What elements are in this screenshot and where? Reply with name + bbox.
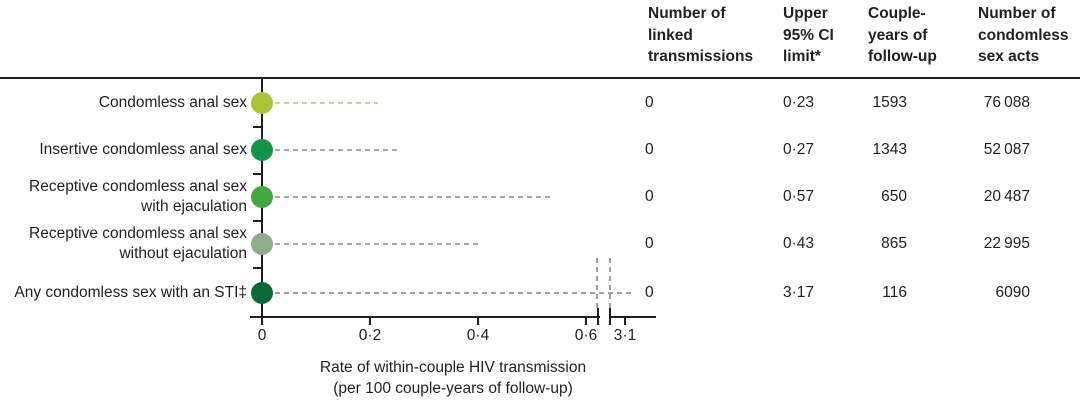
cell-upper-ci: 3·17: [783, 284, 815, 301]
column-header-upper-ci: Upper 95% CI limit*: [783, 5, 834, 65]
cell-linked-transmissions: 0: [645, 188, 654, 205]
category-label: Receptive condomless anal sex with ejacu…: [29, 178, 247, 215]
header-divider-rule: [0, 77, 1080, 79]
column-header-sex-acts: Number of condomless sex acts: [978, 5, 1069, 65]
data-point-dot: [251, 233, 273, 255]
column-header-couple-years: Couple- years of follow-up: [868, 5, 937, 65]
cell-couple-years: 1593: [872, 94, 907, 111]
x-axis-tick-label: 3·1: [613, 327, 637, 344]
x-axis-title-line2: (per 100 couple-years of follow-up): [333, 380, 573, 397]
category-separator-tick: [253, 126, 262, 128]
data-point-dot: [251, 282, 273, 304]
axis-break-dashed-line: [596, 258, 598, 312]
x-axis-tick: [624, 318, 626, 325]
category-label: Insertive condomless anal sex: [39, 141, 247, 158]
x-axis-line-left-segment: [250, 316, 600, 318]
cell-upper-ci: 0·27: [783, 141, 815, 158]
cell-sex-acts: 22 995: [983, 235, 1030, 252]
ci-dashed-line: [275, 196, 550, 198]
x-axis-tick-label: 0·4: [466, 327, 490, 344]
cell-sex-acts: 76 088: [983, 94, 1030, 111]
x-axis-tick: [585, 318, 587, 325]
axis-break-mark-left: [597, 308, 599, 325]
cell-couple-years: 865: [881, 235, 907, 252]
data-point-dot: [251, 139, 273, 161]
ci-dashed-line: [275, 243, 480, 245]
cell-upper-ci: 0·57: [783, 188, 815, 205]
category-separator-tick: [253, 173, 262, 175]
data-point-dot: [251, 186, 273, 208]
category-label: Any condomless sex with an STI‡: [14, 284, 247, 301]
cell-sex-acts: 20 487: [983, 188, 1030, 205]
x-axis-line-right-segment: [609, 316, 656, 318]
cell-couple-years: 1343: [872, 141, 907, 158]
data-point-dot: [251, 92, 273, 114]
x-axis-tick-label: 0·2: [358, 327, 382, 344]
x-axis-title: Rate of within-couple HIV transmission (…: [253, 357, 653, 399]
ci-dashed-line: [275, 149, 399, 151]
axis-break-dashed-line: [609, 258, 611, 312]
column-header-linked-transmissions: Number of linked transmissions: [648, 5, 754, 65]
x-axis-title-line1: Rate of within-couple HIV transmission: [319, 359, 587, 376]
x-axis-tick: [369, 318, 371, 325]
cell-linked-transmissions: 0: [645, 141, 654, 158]
cell-linked-transmissions: 0: [645, 284, 654, 301]
x-axis-tick: [261, 318, 263, 325]
x-axis-tick: [477, 318, 479, 325]
cell-upper-ci: 0·23: [783, 94, 815, 111]
category-separator-tick: [253, 267, 262, 269]
cell-linked-transmissions: 0: [645, 235, 654, 252]
category-separator-tick: [253, 220, 262, 222]
ci-dashed-line: [275, 292, 633, 294]
ci-dashed-line: [275, 102, 379, 104]
x-axis-tick-label: 0: [257, 327, 267, 344]
cell-couple-years: 650: [881, 188, 907, 205]
cell-sex-acts: 52 087: [983, 141, 1030, 158]
cell-linked-transmissions: 0: [645, 94, 654, 111]
axis-break-mark-right: [609, 308, 611, 325]
x-axis-tick-label: 0·6: [574, 327, 598, 344]
category-label: Condomless anal sex: [98, 94, 247, 111]
cell-sex-acts: 6090: [995, 284, 1030, 301]
cell-couple-years: 116: [882, 284, 907, 301]
category-label: Receptive condomless anal sex without ej…: [29, 225, 247, 262]
cell-upper-ci: 0·43: [783, 235, 815, 252]
